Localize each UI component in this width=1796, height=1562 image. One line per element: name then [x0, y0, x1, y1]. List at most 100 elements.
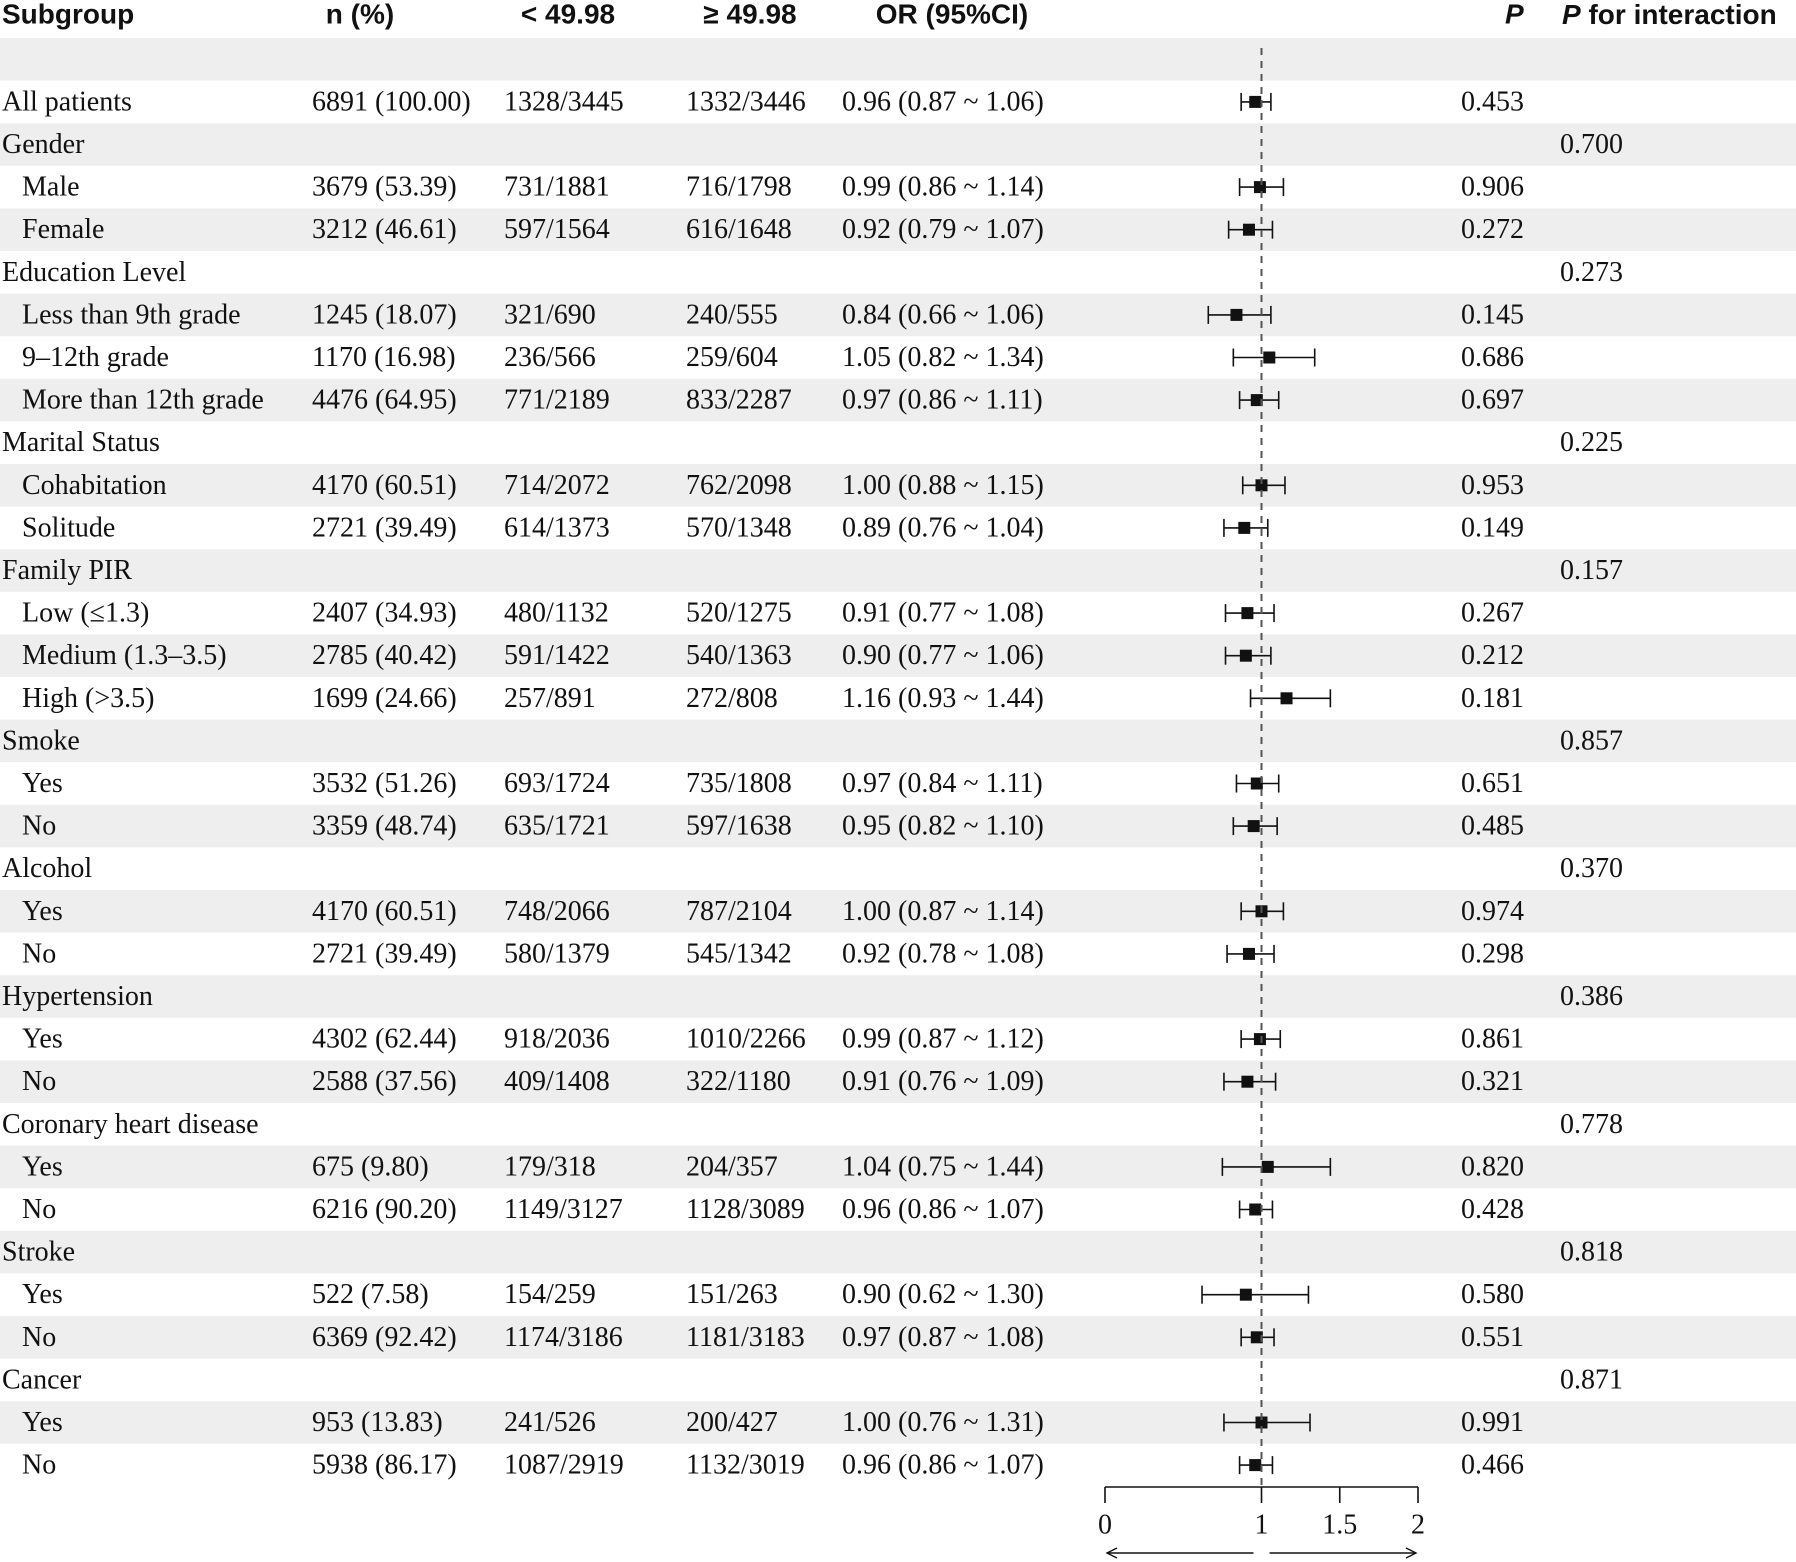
group-label: Smoke — [2, 725, 80, 756]
or-ci-value: 0.84 (0.66 ~ 1.06) — [842, 299, 1044, 330]
x-tick-label: 0 — [1098, 1510, 1112, 1541]
header-p: P — [1505, 0, 1524, 30]
low-group-value: 614/1373 — [504, 512, 610, 543]
point-estimate — [1238, 521, 1251, 534]
n-percent-value: 5938 (86.17) — [312, 1450, 457, 1481]
subgroup-label: Cohabitation — [22, 470, 167, 501]
point-estimate — [1249, 95, 1262, 108]
p-value: 0.181 — [1461, 683, 1524, 714]
p-value: 0.272 — [1461, 214, 1524, 245]
subgroup-label: Yes — [22, 768, 63, 799]
n-percent-value: 4476 (64.95) — [312, 385, 457, 416]
or-ci-value: 1.00 (0.87 ~ 1.14) — [842, 896, 1044, 927]
group-label: Marital Status — [2, 427, 160, 458]
subgroup-label: Yes — [22, 1407, 63, 1438]
group-label: Hypertension — [2, 981, 153, 1012]
point-estimate — [1261, 1160, 1274, 1173]
row-stripe — [0, 123, 1796, 166]
subgroup-label: More than 12th grade — [22, 385, 264, 416]
point-estimate — [1253, 181, 1266, 194]
n-percent-value: 4302 (62.44) — [312, 1024, 457, 1055]
x-tick-label: 1 — [1255, 1510, 1269, 1541]
group-label: Education Level — [2, 257, 186, 288]
low-group-value: 409/1408 — [504, 1066, 610, 1097]
low-group-value: 597/1564 — [504, 214, 610, 245]
or-ci-value: 1.00 (0.88 ~ 1.15) — [842, 470, 1044, 501]
n-percent-value: 6216 (90.20) — [312, 1194, 457, 1225]
high-group-value: 597/1638 — [686, 811, 792, 842]
subgroup-label: No — [22, 1066, 56, 1097]
or-ci-value: 0.89 (0.76 ~ 1.04) — [842, 512, 1044, 543]
point-estimate — [1253, 1033, 1266, 1046]
row-stripe — [0, 634, 1796, 677]
row-stripes — [0, 38, 1796, 1444]
point-estimate — [1250, 777, 1263, 790]
high-group-value: 762/2098 — [686, 470, 792, 501]
group-label: Coronary heart disease — [2, 1109, 259, 1140]
low-group-value: 236/566 — [504, 342, 596, 373]
n-percent-value: 2721 (39.49) — [312, 938, 457, 969]
low-group-value: 1149/3127 — [504, 1194, 623, 1225]
n-percent-value: 522 (7.58) — [312, 1279, 429, 1310]
p-value: 0.697 — [1461, 385, 1524, 416]
or-ci-value: 1.00 (0.76 ~ 1.31) — [842, 1407, 1044, 1438]
subgroup-label: All patients — [2, 86, 132, 117]
n-percent-value: 4170 (60.51) — [312, 896, 457, 927]
or-ci-value: 0.96 (0.86 ~ 1.07) — [842, 1194, 1044, 1225]
p-value: 0.212 — [1461, 640, 1524, 671]
p-interaction-value: 0.818 — [1560, 1237, 1623, 1268]
or-ci-value: 0.90 (0.77 ~ 1.06) — [842, 640, 1044, 671]
p-interaction-value: 0.386 — [1560, 981, 1623, 1012]
header-p-interaction: P for interaction — [1562, 0, 1777, 30]
low-group-value: 693/1724 — [504, 768, 610, 799]
row-stripe — [0, 975, 1796, 1018]
n-percent-value: 1245 (18.07) — [312, 299, 457, 330]
row-stripe — [0, 1230, 1796, 1274]
or-ci-value: 0.95 (0.82 ~ 1.10) — [842, 811, 1044, 842]
low-group-value: 580/1379 — [504, 938, 610, 969]
p-value: 0.861 — [1461, 1024, 1524, 1055]
row-stripe — [0, 890, 1796, 933]
high-group-value: 616/1648 — [686, 214, 792, 245]
or-ci-value: 1.16 (0.93 ~ 1.44) — [842, 683, 1044, 714]
subgroup-label: No — [22, 811, 56, 842]
row-stripe — [0, 1145, 1796, 1189]
n-percent-value: 3212 (46.61) — [312, 214, 457, 245]
p-value: 0.453 — [1461, 86, 1524, 117]
or-ci-value: 0.91 (0.76 ~ 1.09) — [842, 1066, 1044, 1097]
p-interaction-value: 0.157 — [1560, 555, 1623, 586]
p-value: 0.428 — [1461, 1194, 1524, 1225]
p-value: 0.485 — [1461, 811, 1524, 842]
p-value: 0.298 — [1461, 938, 1524, 969]
high-group-value: 833/2287 — [686, 385, 792, 416]
or-ci-value: 0.99 (0.86 ~ 1.14) — [842, 172, 1044, 203]
p-value: 0.820 — [1461, 1151, 1524, 1182]
p-interaction-value: 0.857 — [1560, 725, 1623, 756]
high-group-value: 1128/3089 — [686, 1194, 805, 1225]
high-group-value: 735/1808 — [686, 768, 792, 799]
point-estimate — [1239, 649, 1252, 662]
point-estimate — [1255, 1416, 1268, 1429]
high-group-value: 520/1275 — [686, 598, 792, 629]
p-value: 0.974 — [1461, 896, 1524, 927]
row-stripe — [0, 464, 1796, 507]
group-label: Family PIR — [2, 555, 132, 586]
header-subgroup: Subgroup — [2, 0, 134, 30]
row-stripe — [0, 804, 1796, 848]
low-group-value: 321/690 — [504, 299, 596, 330]
n-percent-value: 3532 (51.26) — [312, 768, 457, 799]
or-ci-value: 0.96 (0.87 ~ 1.06) — [842, 86, 1044, 117]
row-stripe — [0, 378, 1796, 422]
p-value: 0.906 — [1461, 172, 1524, 203]
right-arrow-head — [1405, 1547, 1418, 1559]
row-stripe — [0, 719, 1796, 763]
subgroup-label: No — [22, 1450, 56, 1481]
or-ci-value: 0.90 (0.62 ~ 1.30) — [842, 1279, 1044, 1310]
or-ci-value: 0.97 (0.84 ~ 1.11) — [842, 768, 1043, 799]
low-group-value: 179/318 — [504, 1151, 596, 1182]
p-value: 0.580 — [1461, 1279, 1524, 1310]
point-estimate — [1242, 223, 1255, 236]
subgroup-label: 9–12th grade — [22, 342, 169, 373]
or-ci-value: 0.92 (0.79 ~ 1.07) — [842, 214, 1044, 245]
